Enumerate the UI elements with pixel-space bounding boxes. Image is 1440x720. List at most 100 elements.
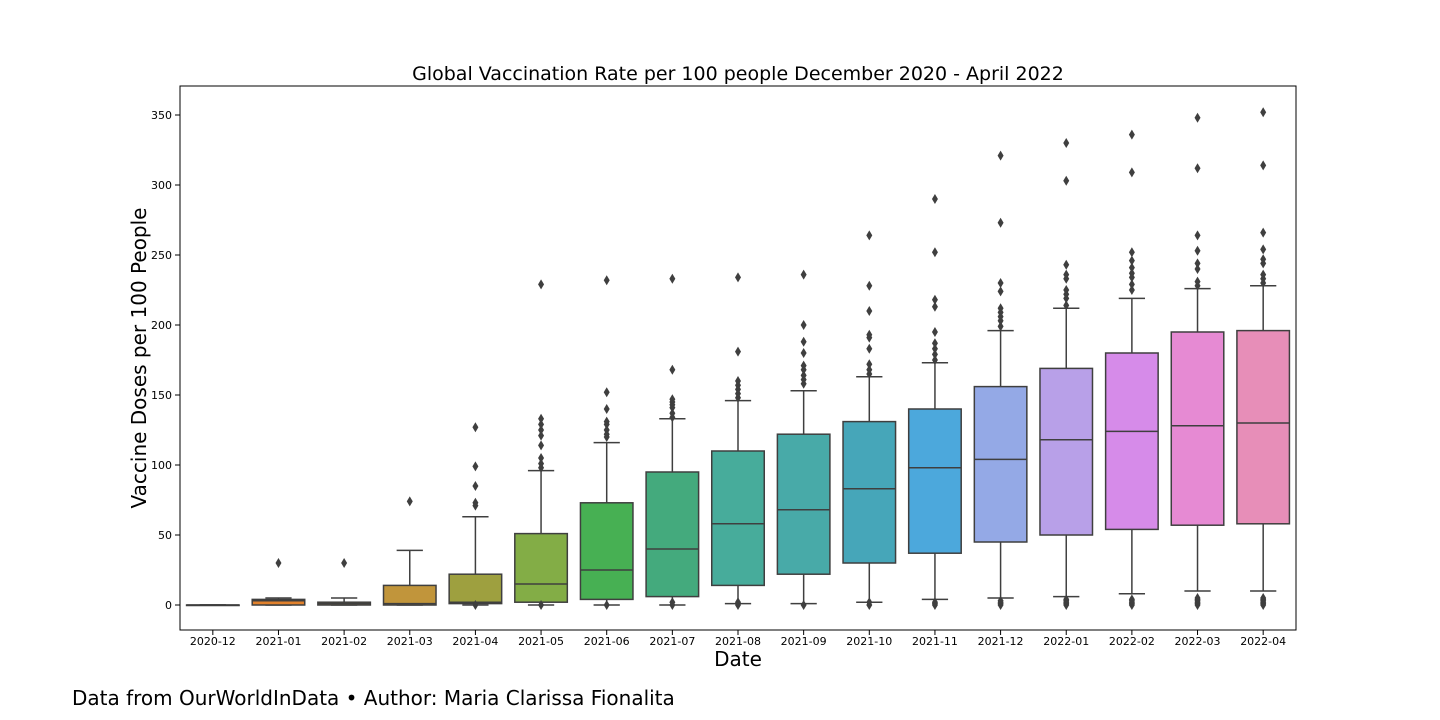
outlier-point <box>931 349 938 360</box>
box-2021-04 <box>448 422 503 610</box>
iqr-box <box>251 598 306 606</box>
outlier-point <box>1260 227 1267 238</box>
x-tick-label: 2021-08 <box>715 635 761 648</box>
outlier-point <box>866 597 873 608</box>
outlier-point <box>800 336 807 347</box>
x-tick-label: 2021-06 <box>584 635 630 648</box>
chart-title: Global Vaccination Rate per 100 people D… <box>412 63 1064 85</box>
outlier-point <box>472 461 479 472</box>
x-tick-label: 2021-03 <box>387 635 433 648</box>
outlier-point <box>931 194 938 204</box>
y-tick-label: 300 <box>151 179 172 192</box>
outlier-point <box>472 422 479 433</box>
outlier-point <box>931 343 938 354</box>
outlier-point <box>1063 269 1070 280</box>
outlier-point <box>866 343 873 354</box>
x-tick-label: 2021-11 <box>912 635 958 648</box>
outlier-point <box>1128 268 1135 279</box>
outlier-point <box>735 597 741 608</box>
box-2022-01 <box>1039 138 1094 610</box>
outlier-point <box>997 217 1004 228</box>
outlier-point <box>1194 112 1201 123</box>
iqr-box <box>973 385 1028 543</box>
outlier-point <box>538 425 545 435</box>
y-tick-label: 200 <box>151 319 172 332</box>
x-tick-label: 2022-01 <box>1043 635 1089 648</box>
outlier-point <box>1260 593 1267 603</box>
y-tick-label: 150 <box>151 389 172 402</box>
outlier-point <box>931 338 938 349</box>
box-2021-05 <box>514 279 569 610</box>
x-tick-label: 2021-02 <box>321 635 367 648</box>
outlier-point <box>866 329 873 340</box>
y-tick-label: 250 <box>151 249 172 262</box>
box-2021-11 <box>907 194 962 610</box>
y-tick-label: 100 <box>151 459 172 472</box>
outlier-point <box>1260 107 1267 118</box>
iqr-box <box>645 471 700 598</box>
box-2021-10 <box>842 230 897 610</box>
outlier-point <box>997 150 1004 161</box>
outlier-point <box>1128 279 1135 290</box>
outlier-point <box>1128 594 1135 605</box>
outlier-point <box>669 597 676 608</box>
outlier-point <box>931 355 938 365</box>
outlier-point <box>1128 262 1135 273</box>
iqr-box <box>710 450 766 587</box>
x-axis-label: Date <box>714 647 762 671</box>
y-tick-label: 0 <box>165 599 172 612</box>
y-tick-label: 50 <box>158 529 172 542</box>
outlier-point <box>931 597 938 608</box>
x-tick-label: 2021-09 <box>781 635 827 648</box>
outlier-point <box>1260 254 1267 265</box>
outlier-point <box>1260 244 1267 255</box>
outlier-point <box>1063 300 1070 311</box>
x-tick-label: 2021-04 <box>452 635 498 648</box>
x-tick-label: 2021-10 <box>846 635 892 648</box>
outlier-point <box>538 279 545 290</box>
box-2022-03 <box>1170 112 1225 610</box>
y-axis-label: Vaccine Doses per 100 People <box>127 208 151 509</box>
outlier-point <box>1260 269 1267 280</box>
x-tick-label: 2022-04 <box>1240 635 1286 648</box>
outlier-point <box>669 364 676 375</box>
outlier-point <box>800 360 807 371</box>
outlier-point <box>538 458 545 469</box>
outlier-point <box>1128 167 1135 178</box>
outlier-point <box>800 370 807 381</box>
box-2021-12 <box>973 150 1028 610</box>
outlier-point <box>1194 245 1201 256</box>
outlier-point <box>866 364 873 375</box>
outlier-point <box>931 301 938 312</box>
x-tick-label: 2021-01 <box>255 635 301 648</box>
outlier-point <box>800 600 807 610</box>
outlier-point <box>1063 594 1070 605</box>
outlier-point <box>997 303 1004 314</box>
x-tick-label: 2021-12 <box>978 635 1024 648</box>
outlier-point <box>997 286 1004 297</box>
outlier-point <box>866 306 873 316</box>
outlier-point <box>603 275 610 286</box>
box-2021-01 <box>251 558 306 606</box>
outlier-point <box>866 230 873 241</box>
outlier-point <box>603 387 610 398</box>
outlier-point <box>997 321 1004 332</box>
outlier-point <box>538 419 545 430</box>
y-tick-label: 350 <box>151 109 172 122</box>
x-tick-label: 2020-12 <box>190 635 236 648</box>
outlier-point <box>603 425 610 435</box>
iqr-box <box>1104 352 1159 531</box>
outlier-point <box>800 320 807 330</box>
x-tick-label: 2022-02 <box>1109 635 1155 648</box>
outlier-point <box>931 247 938 258</box>
outlier-point <box>1063 175 1070 186</box>
outlier-point <box>1260 160 1267 171</box>
outlier-point <box>669 408 676 419</box>
outlier-point <box>997 278 1004 288</box>
outlier-point <box>538 430 545 441</box>
outlier-point <box>735 376 741 386</box>
source-caption: Data from OurWorldInData • Author: Maria… <box>72 686 675 710</box>
box-2021-09 <box>776 269 831 610</box>
outlier-point <box>406 496 413 507</box>
